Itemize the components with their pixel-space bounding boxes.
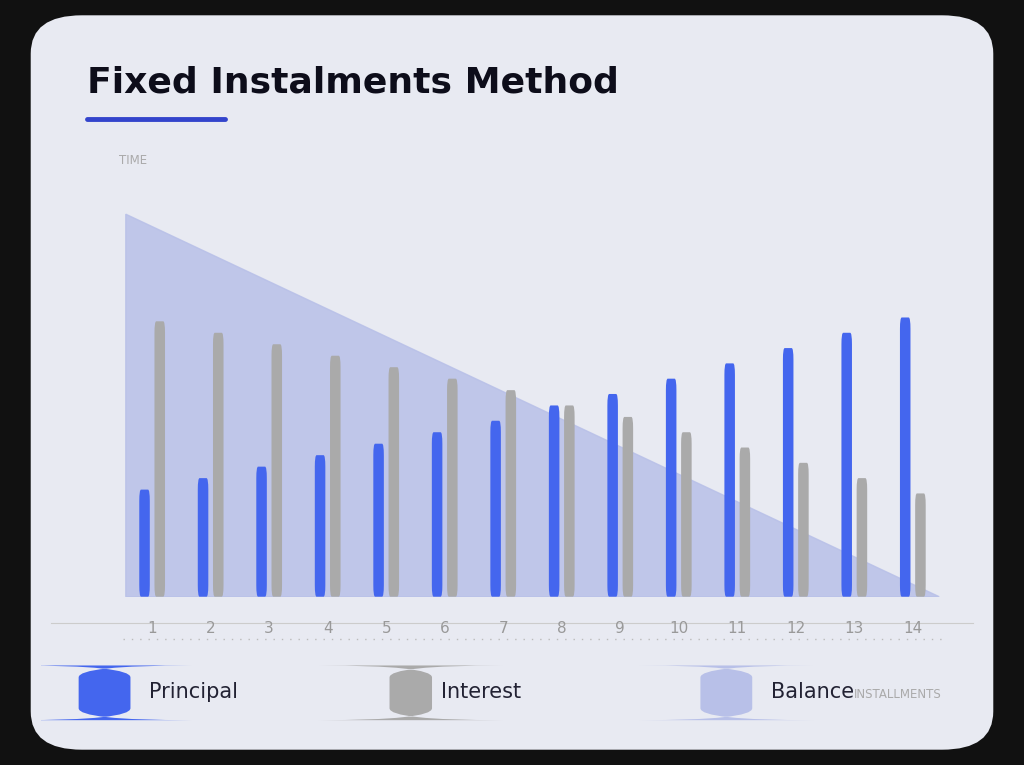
FancyBboxPatch shape bbox=[857, 478, 867, 597]
Polygon shape bbox=[126, 214, 939, 597]
FancyBboxPatch shape bbox=[666, 379, 677, 597]
FancyBboxPatch shape bbox=[549, 405, 559, 597]
FancyBboxPatch shape bbox=[900, 317, 910, 597]
FancyBboxPatch shape bbox=[798, 463, 809, 597]
FancyBboxPatch shape bbox=[155, 321, 165, 597]
FancyBboxPatch shape bbox=[318, 666, 503, 720]
FancyBboxPatch shape bbox=[607, 394, 617, 597]
FancyBboxPatch shape bbox=[388, 367, 399, 597]
FancyBboxPatch shape bbox=[639, 666, 813, 720]
FancyBboxPatch shape bbox=[724, 363, 735, 597]
Text: Principal: Principal bbox=[150, 682, 239, 702]
FancyBboxPatch shape bbox=[198, 478, 208, 597]
FancyBboxPatch shape bbox=[139, 490, 150, 597]
Text: INSTALLMENTS: INSTALLMENTS bbox=[854, 688, 942, 701]
Text: TIME: TIME bbox=[119, 154, 146, 167]
FancyBboxPatch shape bbox=[213, 333, 223, 597]
FancyBboxPatch shape bbox=[374, 444, 384, 597]
FancyBboxPatch shape bbox=[31, 15, 993, 750]
FancyBboxPatch shape bbox=[432, 432, 442, 597]
FancyBboxPatch shape bbox=[564, 405, 574, 597]
FancyBboxPatch shape bbox=[915, 493, 926, 597]
Text: Interest: Interest bbox=[441, 682, 521, 702]
FancyBboxPatch shape bbox=[623, 417, 633, 597]
Text: Fixed Instalments Method: Fixed Instalments Method bbox=[87, 65, 618, 99]
FancyBboxPatch shape bbox=[17, 666, 191, 720]
FancyBboxPatch shape bbox=[314, 455, 326, 597]
FancyBboxPatch shape bbox=[842, 333, 852, 597]
FancyBboxPatch shape bbox=[447, 379, 458, 597]
FancyBboxPatch shape bbox=[681, 432, 691, 597]
FancyBboxPatch shape bbox=[490, 421, 501, 597]
FancyBboxPatch shape bbox=[271, 344, 282, 597]
FancyBboxPatch shape bbox=[739, 448, 751, 597]
FancyBboxPatch shape bbox=[330, 356, 341, 597]
Text: Balance: Balance bbox=[771, 682, 854, 702]
FancyBboxPatch shape bbox=[506, 390, 516, 597]
FancyBboxPatch shape bbox=[783, 348, 794, 597]
FancyBboxPatch shape bbox=[256, 467, 267, 597]
